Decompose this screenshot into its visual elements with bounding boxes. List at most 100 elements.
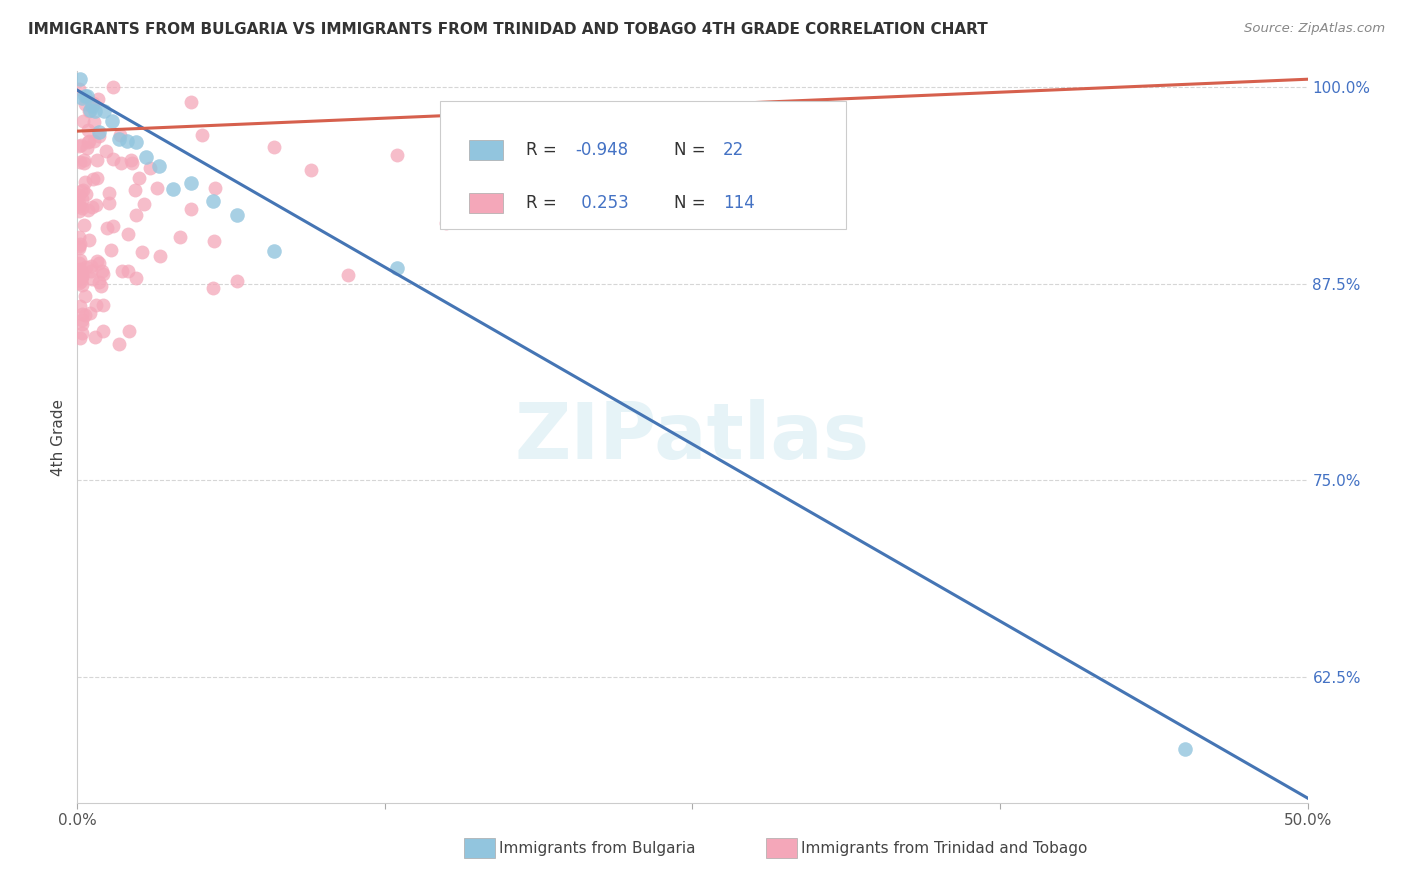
Point [148,160,170,174]
Point [80,263,103,277]
Point [128,171,150,186]
Point [72,183,94,197]
Point [169,229,191,244]
Point [77,233,100,247]
Text: R =: R = [526,194,562,212]
Point [69,331,91,345]
Point [76,88,98,103]
Point [70,318,93,332]
Point [101,153,124,167]
Y-axis label: 4th Grade: 4th Grade [51,399,66,475]
Point [72,266,94,280]
Text: Source: ZipAtlas.com: Source: ZipAtlas.com [1244,22,1385,36]
Point [69,72,91,87]
Point [202,234,225,248]
Point [67,272,90,286]
Point [82,99,104,113]
Point [87,256,110,270]
Point [101,80,124,95]
Point [70,277,93,292]
Point [72,307,94,321]
Point [125,271,148,285]
Point [263,139,285,153]
Point [180,176,202,190]
Point [204,180,226,194]
Point [162,182,184,196]
Point [436,216,458,230]
Point [69,154,91,169]
Point [67,82,90,96]
Text: N =: N = [673,141,711,159]
Point [67,241,90,255]
Point [117,324,139,338]
Point [75,289,97,303]
Point [132,197,155,211]
Point [67,204,90,219]
Point [120,153,142,168]
Point [70,184,93,198]
Point [73,153,96,168]
Point [124,183,146,197]
Point [226,274,249,288]
Point [131,244,153,259]
Point [226,208,249,222]
Point [67,230,90,244]
Point [70,313,93,327]
Point [70,268,93,283]
Point [87,275,110,289]
Point [73,89,96,103]
Point [180,95,202,110]
Point [80,259,103,273]
Point [191,128,214,142]
Point [180,202,202,216]
Point [83,115,105,129]
Text: Immigrants from Bulgaria: Immigrants from Bulgaria [499,841,696,855]
Point [101,219,124,233]
Point [77,103,100,118]
Point [89,125,111,139]
Point [117,264,139,278]
Point [72,114,94,128]
Point [67,195,90,210]
Point [86,198,108,212]
Point [111,263,134,277]
Point [201,194,224,208]
Point [70,91,93,105]
Point [263,244,285,258]
Point [83,134,105,148]
Point [70,192,93,206]
Text: IMMIGRANTS FROM BULGARIA VS IMMIGRANTS FROM TRINIDAD AND TOBAGO 4TH GRADE CORREL: IMMIGRANTS FROM BULGARIA VS IMMIGRANTS F… [28,22,988,37]
Point [138,161,160,175]
Point [84,298,107,312]
Point [69,261,91,276]
Point [110,156,132,170]
Point [80,272,103,286]
Point [96,221,118,235]
Point [125,135,148,149]
Point [73,218,96,232]
Point [70,201,93,215]
Point [75,96,97,111]
FancyBboxPatch shape [440,101,846,228]
Point [67,256,90,270]
Point [67,268,90,283]
Point [80,200,103,214]
Point [91,264,114,278]
Point [135,150,157,164]
Point [201,281,224,295]
Point [385,261,409,276]
Point [146,181,169,195]
Point [77,135,100,149]
Point [84,330,107,344]
Point [73,308,96,322]
Bar [468,140,503,161]
Point [121,156,143,170]
Point [67,262,90,277]
Point [385,147,409,161]
Point [299,163,322,178]
Point [108,131,131,145]
Point [69,299,91,313]
Point [91,267,114,281]
Point [117,227,139,241]
Point [86,153,108,167]
